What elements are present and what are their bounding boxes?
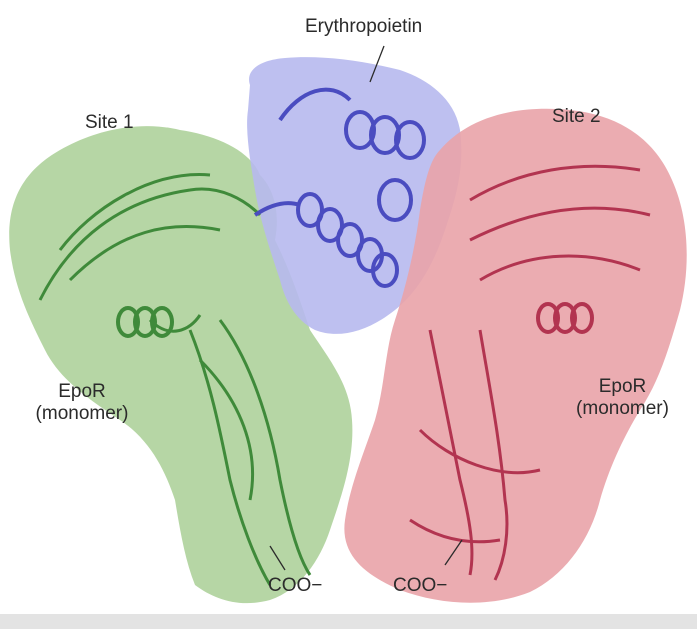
coo-right-leader-line bbox=[444, 539, 463, 566]
erythropoietin-leader-line bbox=[369, 45, 385, 83]
green-helix bbox=[116, 306, 174, 338]
pink-helix bbox=[536, 302, 594, 334]
epor-left-surface bbox=[9, 126, 353, 604]
erythropoietin-helices bbox=[253, 87, 426, 288]
footer-bar bbox=[0, 614, 697, 629]
coo-left-label: COO− bbox=[268, 575, 323, 596]
erythropoietin-label: Erythropoietin bbox=[305, 16, 423, 37]
epor-left-ribbons bbox=[38, 173, 312, 586]
epor-right-line2: (monomer) bbox=[576, 398, 669, 419]
coo-right-label: COO− bbox=[393, 575, 448, 596]
epor-right-label: EpoR (monomer) bbox=[560, 376, 685, 420]
site2-label: Site 2 bbox=[552, 106, 601, 127]
erythropoietin-surface bbox=[247, 57, 462, 334]
epor-left-label: EpoR (monomer) bbox=[22, 381, 142, 425]
epor-left-line2: (monomer) bbox=[35, 403, 129, 424]
epor-right-ribbons bbox=[409, 164, 651, 581]
site1-label: Site 1 bbox=[85, 112, 134, 133]
epor-left-line1: EpoR bbox=[58, 381, 106, 402]
epor-right-surface bbox=[344, 108, 687, 603]
coo-left-leader-line bbox=[269, 545, 286, 571]
epor-right-line1: EpoR bbox=[598, 376, 647, 397]
